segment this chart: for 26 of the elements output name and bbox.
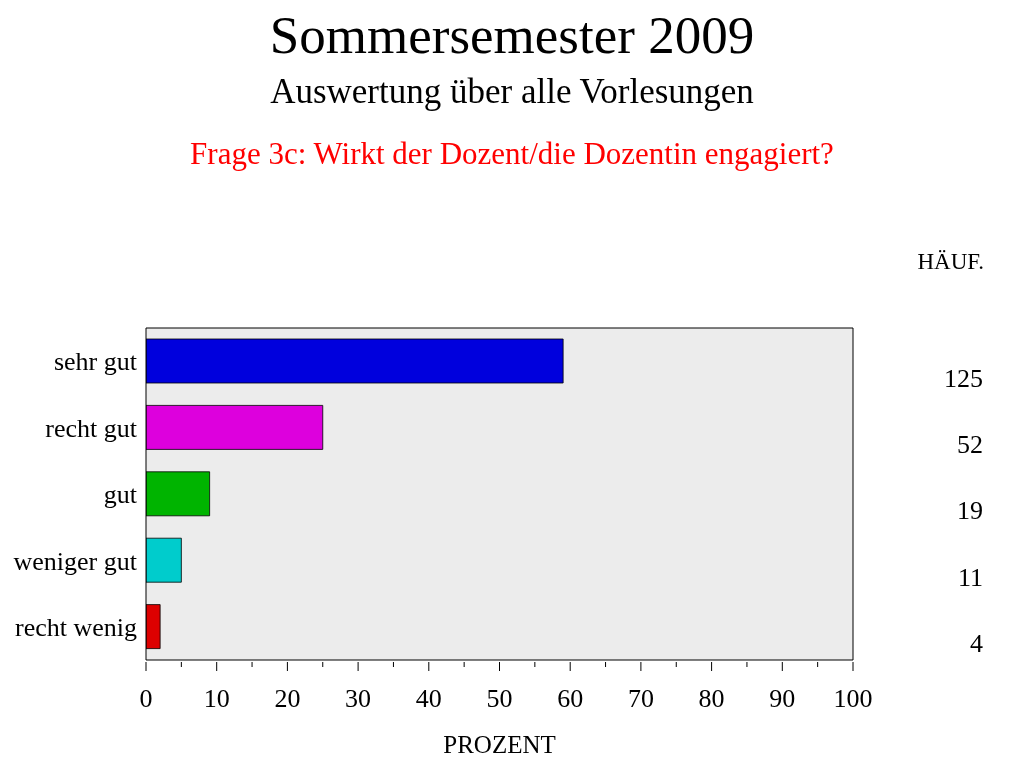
x-tick-label: 10 (203, 683, 230, 713)
x-tick-label: 50 (486, 683, 513, 713)
y-tick-label: recht wenig (14, 613, 137, 643)
y-tick-label: gut (103, 480, 138, 510)
y-tick-label: weniger gut (13, 546, 138, 576)
chart-title: Sommersemester 2009 (269, 6, 755, 64)
x-tick-label: 60 (557, 683, 584, 713)
x-tick-label: 100 (833, 683, 873, 713)
y-tick-label: recht gut (45, 413, 138, 443)
text: 11 (957, 562, 983, 592)
text: HÄUF. (917, 249, 984, 274)
x-axis-title: PROZENT (443, 731, 556, 758)
x-tick-label: 70 (627, 683, 654, 713)
x-tick-label: 0 (139, 683, 153, 713)
x-tick-label: 90 (769, 683, 796, 713)
chart-subtitle: Auswertung über alle Vorlesungen (270, 72, 754, 111)
x-tick-label: 80 (698, 683, 725, 713)
text: Frage 3c: Wirkt der Dozent/die Dozentin engagiert? (190, 136, 834, 171)
text: 4 (970, 629, 983, 659)
x-tick-label: 30 (345, 683, 372, 713)
text: 19 (957, 496, 983, 526)
x-tick-label: 40 (415, 683, 442, 713)
x-tick-label: 20 (274, 683, 301, 713)
text: 52 (957, 429, 983, 459)
text: 125 (944, 363, 983, 393)
y-tick-label: sehr gut (53, 347, 138, 377)
